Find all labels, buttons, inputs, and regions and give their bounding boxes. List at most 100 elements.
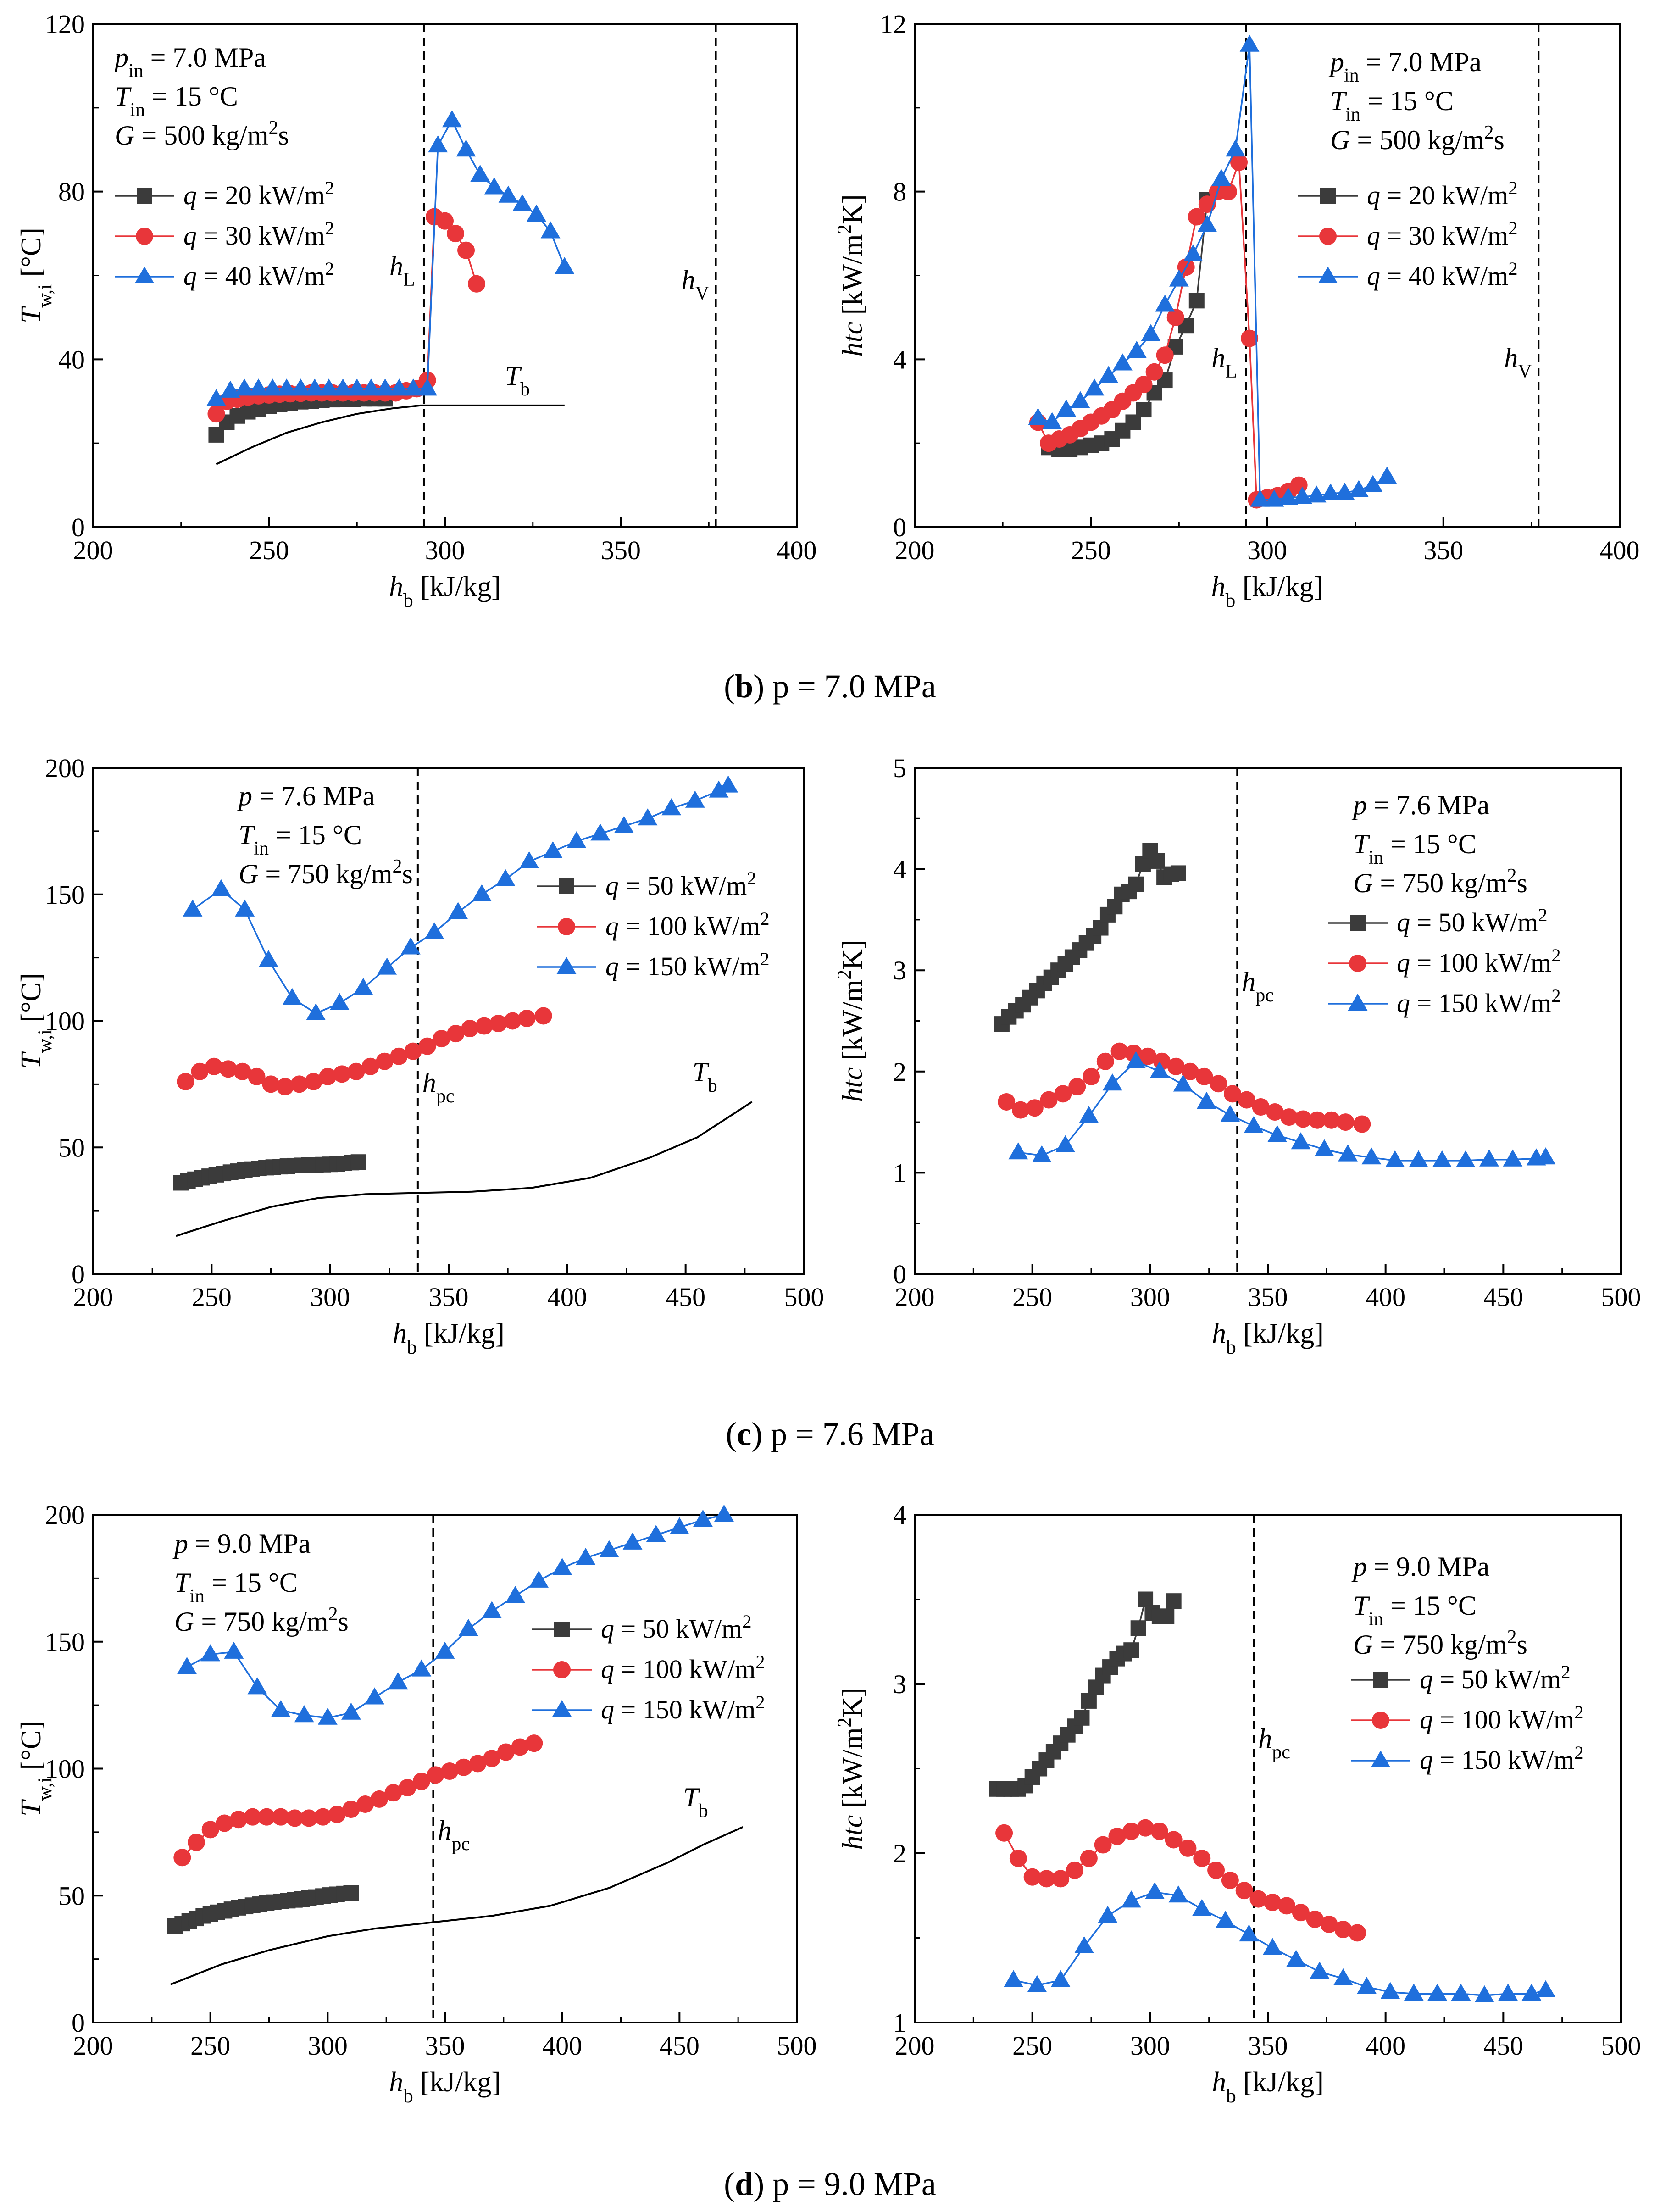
- data-point: [1038, 1870, 1055, 1888]
- x-tick-label: 400: [1366, 1282, 1405, 1312]
- data-point: [1188, 293, 1205, 309]
- data-point: [224, 1641, 244, 1659]
- series-red: [995, 1819, 1366, 1942]
- data-point: [294, 1705, 314, 1723]
- data-point: [1084, 378, 1105, 396]
- data-point: [998, 1093, 1016, 1111]
- data-point: [718, 775, 738, 793]
- data-point: [1280, 1108, 1298, 1126]
- x-tick-label: 400: [1600, 535, 1640, 565]
- data-point: [442, 110, 462, 128]
- data-point: [262, 1075, 280, 1093]
- data-point: [461, 1020, 479, 1038]
- legend-label-0: q = 20 kW/m2: [183, 178, 334, 211]
- y-axis-label: htc [kW/m2K]: [833, 940, 868, 1102]
- data-point: [447, 1025, 465, 1043]
- y-tick-label: 150: [45, 880, 85, 910]
- info-line-1: Tin = 15 °C: [1353, 1590, 1477, 1630]
- y-tick-label: 50: [58, 1133, 85, 1162]
- data-point: [1291, 1132, 1311, 1150]
- data-point: [519, 851, 539, 869]
- data-point: [1349, 480, 1369, 497]
- data-point: [1308, 1111, 1326, 1129]
- info-line-2: G = 500 kg/m2s: [1330, 122, 1505, 155]
- data-point: [424, 922, 444, 939]
- data-point: [207, 405, 225, 423]
- x-tick-label: 250: [1071, 535, 1111, 565]
- x-axis-label: hb [kJ/kg]: [1211, 571, 1323, 611]
- data-point: [412, 1773, 430, 1790]
- info-line-0: p = 7.6 MPa: [237, 781, 375, 811]
- data-point: [276, 1078, 294, 1095]
- data-point: [183, 899, 203, 917]
- y-tick-label: 50: [58, 1881, 85, 1911]
- data-point: [614, 816, 634, 833]
- data-point: [1219, 183, 1237, 200]
- x-tick-label: 200: [895, 535, 935, 565]
- data-point: [177, 1073, 194, 1090]
- data-point: [347, 378, 367, 396]
- data-point: [1220, 1105, 1240, 1122]
- data-point: [343, 1885, 359, 1901]
- data-point: [1278, 1897, 1296, 1915]
- x-tick-label: 400: [542, 2031, 582, 2061]
- data-point: [220, 380, 240, 398]
- series-blue: [183, 775, 738, 1020]
- info-line-1: Tin = 15 °C: [1330, 86, 1454, 125]
- data-point: [1225, 139, 1245, 157]
- legend-marker: [134, 266, 155, 283]
- data-point: [1040, 1091, 1058, 1109]
- data-point: [233, 1062, 251, 1080]
- data-point: [329, 993, 350, 1010]
- legend-label-0: q = 50 kW/m2: [605, 868, 756, 901]
- legend-marker: [1349, 955, 1366, 972]
- data-point: [1409, 1150, 1428, 1167]
- data-point: [305, 1073, 322, 1090]
- data-point: [456, 139, 476, 157]
- data-point: [1130, 1620, 1146, 1636]
- data-point: [1055, 1135, 1075, 1152]
- data-point: [436, 212, 454, 230]
- y-axis-label: htc [kW/m2K]: [833, 1688, 868, 1850]
- data-point: [1385, 1150, 1405, 1167]
- data-point: [1479, 1149, 1499, 1167]
- info-line-1: Tin = 15 °C: [1353, 829, 1477, 868]
- data-point: [319, 1067, 337, 1085]
- legend-marker: [556, 956, 577, 974]
- info-line-0: pin = 7.0 MPa: [1328, 47, 1482, 86]
- caption-b-letter: b: [735, 668, 754, 705]
- data-point: [1056, 399, 1076, 417]
- x-tick-label: 250: [192, 1282, 232, 1312]
- data-point: [205, 1057, 223, 1075]
- data-point: [291, 378, 311, 396]
- data-point: [1094, 1836, 1112, 1854]
- x-tick-label: 450: [666, 1282, 705, 1312]
- data-point: [714, 1504, 734, 1522]
- data-point: [1166, 1593, 1182, 1609]
- data-point: [1052, 1870, 1070, 1888]
- info-line-2: G = 750 kg/m2s: [174, 1604, 349, 1637]
- x-tick-label: 350: [1423, 535, 1463, 565]
- data-point: [1123, 1642, 1139, 1658]
- data-point: [669, 1517, 689, 1534]
- data-point: [1292, 1904, 1310, 1922]
- x-tick-label: 250: [1012, 2031, 1052, 2061]
- data-point: [685, 790, 705, 808]
- data-point: [543, 841, 563, 858]
- legend-label-1: q = 30 kW/m2: [183, 218, 334, 251]
- data-point: [211, 879, 231, 896]
- data-point: [638, 808, 658, 826]
- data-point: [1099, 366, 1119, 383]
- curve-label-Tb: Tb: [683, 1782, 708, 1822]
- data-point: [1337, 1113, 1355, 1131]
- data-point: [1122, 1823, 1140, 1840]
- data-point: [1250, 489, 1270, 507]
- caption-c-text: p = 7.6 MPa: [762, 1416, 934, 1452]
- data-point: [216, 1814, 233, 1832]
- data-point: [1150, 1823, 1168, 1840]
- data-point: [390, 1047, 408, 1065]
- data-point: [1127, 340, 1147, 358]
- legend-marker: [1318, 266, 1338, 283]
- data-point: [1249, 1890, 1267, 1908]
- legend-label-1: q = 100 kW/m2: [1397, 945, 1560, 978]
